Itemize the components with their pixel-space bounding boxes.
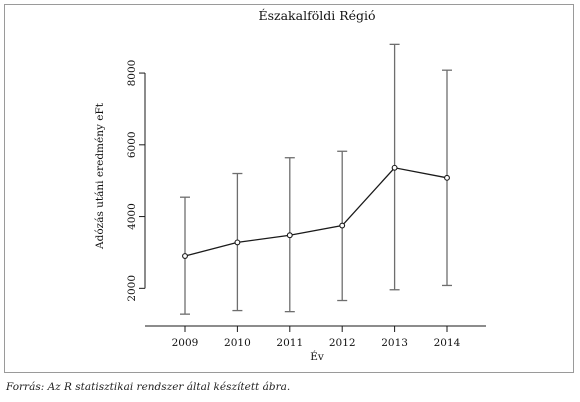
x-axis-label: Év [310,349,324,363]
error-bars [180,43,452,315]
x-tick-label-2012: 2012 [329,337,356,349]
x-tick-label-2011: 2011 [276,337,303,349]
source-caption: Forrás: Az R statisztikai rendszer által… [6,381,291,393]
x-tick-label-2010: 2010 [224,337,251,349]
x-tick-label-2009: 2009 [172,337,199,349]
data-point-2010 [234,239,241,246]
y-tick-label-6000: 6000 [126,131,138,158]
x-tick-label-2013: 2013 [381,337,408,349]
data-point-2009 [182,253,188,259]
series-line-group [184,167,448,257]
data-point-2014 [444,174,450,181]
x-tick-label-2014: 2014 [434,337,461,349]
y-tick-label-4000: 4000 [126,203,138,230]
data-points [182,164,450,259]
data-point-2013 [391,164,398,171]
chart-title: Északalföldi Régió [258,8,375,23]
axes: 2000 4000 6000 8000 2009 2010 2011 2012 2013 2014 [126,60,486,349]
y-tick-label-2000: 2000 [126,275,138,302]
data-point-2011 [286,232,293,239]
y-axis-label: Adózás utáni eredmény eFt [94,102,106,250]
chart-svg: 2000 4000 6000 8000 2009 2010 2011 2012 2013 2014… [94,8,486,363]
y-tick-label-8000: 8000 [126,60,138,87]
series-line [184,167,448,257]
data-point-2012 [339,222,346,229]
